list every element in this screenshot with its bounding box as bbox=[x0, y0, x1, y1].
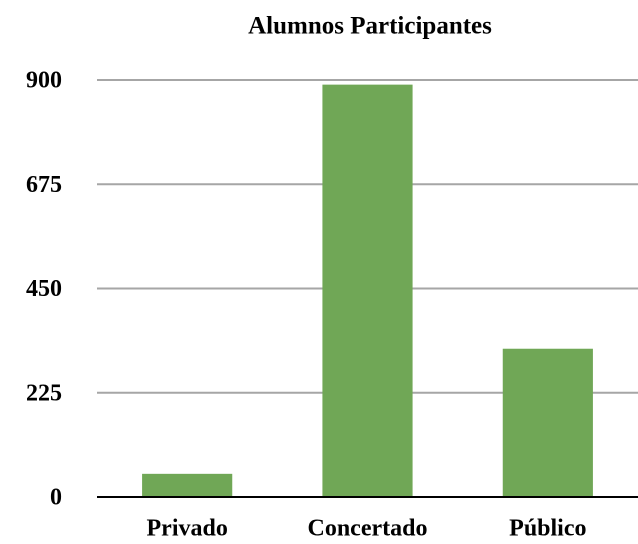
y-tick-label: 225 bbox=[26, 380, 62, 406]
chart-title: Alumnos Participantes bbox=[248, 13, 492, 40]
x-tick-label: Concertado bbox=[308, 516, 428, 542]
bar bbox=[322, 84, 413, 497]
x-tick-label: Público bbox=[509, 516, 586, 542]
x-tick-label: Privado bbox=[147, 516, 228, 542]
bar bbox=[502, 348, 593, 497]
y-tick-label: 675 bbox=[26, 172, 62, 198]
y-tick-label: 0 bbox=[50, 485, 62, 511]
bar bbox=[142, 473, 233, 497]
y-tick-label: 450 bbox=[26, 276, 62, 302]
y-tick-label: 900 bbox=[26, 68, 62, 94]
